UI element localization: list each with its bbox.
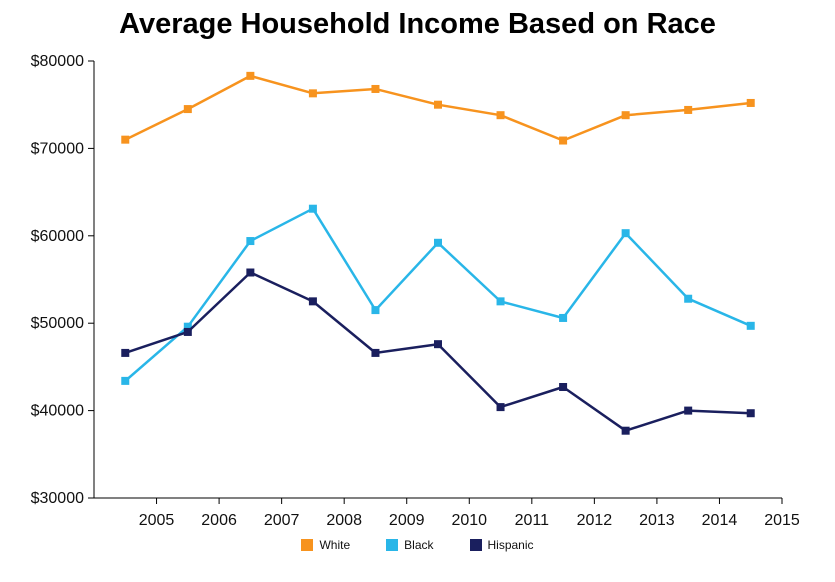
data-point-hispanic [121, 348, 130, 357]
data-point-hispanic [371, 348, 380, 357]
legend-label-hispanic: Hispanic [487, 538, 534, 552]
y-tick-label: $40000 [31, 403, 84, 420]
data-point-white [371, 84, 380, 93]
data-point-white [684, 105, 693, 114]
series-line-black [124, 207, 752, 382]
data-point-hispanic [308, 297, 317, 306]
data-point-white [183, 105, 192, 114]
data-point-white [496, 111, 505, 120]
x-tick-label: 2009 [389, 512, 425, 529]
x-tick-label: 2013 [639, 512, 675, 529]
legend-item-white: White [301, 538, 350, 552]
data-point-hispanic [621, 426, 630, 435]
x-tick-label: 2005 [139, 512, 175, 529]
data-point-black [371, 306, 380, 315]
data-point-white [308, 89, 317, 98]
legend: White Black Hispanic [0, 538, 835, 552]
x-tick-label: 2007 [264, 512, 300, 529]
data-point-white [746, 98, 755, 107]
data-point-black [183, 322, 192, 331]
legend-item-hispanic: Hispanic [469, 538, 534, 552]
y-tick-label: $80000 [31, 53, 84, 70]
x-tick-label: 2011 [515, 512, 550, 529]
legend-swatch-hispanic [469, 539, 482, 551]
data-point-hispanic [684, 406, 693, 415]
data-point-hispanic [434, 340, 442, 349]
x-tick-label: 2008 [326, 512, 362, 529]
data-point-black [496, 297, 505, 306]
x-tick-label: 2014 [702, 512, 738, 529]
x-tick-label: 2010 [451, 512, 487, 529]
y-tick-label: $60000 [31, 228, 84, 245]
data-point-black [746, 321, 755, 330]
y-tick-label: $70000 [31, 140, 84, 157]
data-point-black [559, 313, 568, 322]
legend-label-white: White [319, 538, 351, 552]
data-point-black [684, 294, 693, 303]
data-point-black [621, 229, 630, 238]
chart-title: Average Household Income Based on Race [119, 8, 716, 40]
data-point-white [434, 100, 442, 109]
data-point-white [121, 135, 130, 144]
data-point-hispanic [559, 383, 568, 392]
legend-item-black: Black [386, 538, 434, 552]
data-point-hispanic [746, 409, 755, 418]
legend-swatch-white [301, 539, 314, 551]
data-point-hispanic [496, 403, 505, 412]
y-tick-label: $30000 [31, 490, 84, 507]
data-point-hispanic [246, 268, 255, 277]
x-tick-label: 2012 [577, 512, 613, 529]
x-tick-label: 2015 [764, 512, 800, 529]
legend-swatch-black [386, 539, 399, 551]
data-point-white [559, 136, 568, 145]
data-point-black [308, 204, 317, 213]
x-tick-label: 2006 [201, 512, 237, 529]
data-point-black [434, 238, 442, 247]
data-point-black [246, 237, 255, 246]
data-point-white [621, 111, 630, 120]
y-tick-label: $50000 [31, 315, 84, 332]
legend-label-black: Black [404, 538, 434, 552]
data-point-black [121, 376, 130, 385]
data-point-hispanic [183, 327, 192, 336]
data-point-white [246, 71, 255, 80]
series-line-hispanic [124, 271, 751, 432]
